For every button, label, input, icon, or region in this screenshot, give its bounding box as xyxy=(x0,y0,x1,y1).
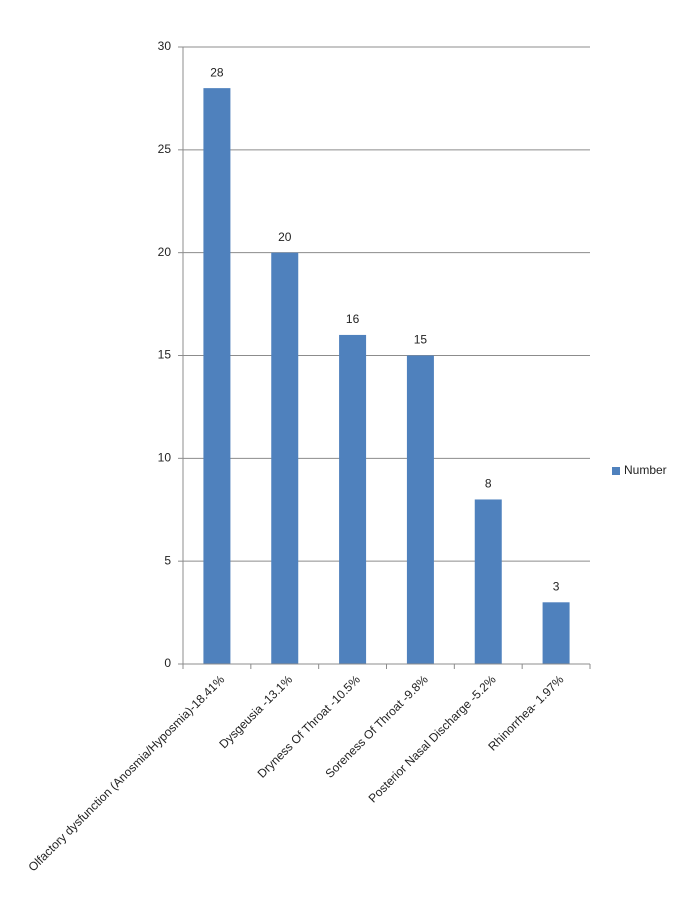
data-label: 15 xyxy=(414,333,428,347)
bar xyxy=(542,602,570,664)
y-tick-label: 25 xyxy=(158,142,172,156)
bar xyxy=(474,499,502,664)
x-tick-label: Dysgeusia -13.1% xyxy=(216,672,295,751)
y-tick-label: 30 xyxy=(158,39,172,53)
legend-label: Number xyxy=(624,463,667,477)
data-label: 16 xyxy=(346,312,360,326)
data-label: 3 xyxy=(553,579,560,593)
y-tick-label: 10 xyxy=(158,451,172,465)
x-tick-label: Posterior Nasal Discharge -5.2% xyxy=(366,672,499,805)
data-label: 8 xyxy=(485,477,492,491)
legend-swatch xyxy=(612,467,620,475)
bar xyxy=(406,355,434,664)
data-label: 28 xyxy=(210,65,224,79)
y-tick-label: 0 xyxy=(164,656,171,670)
x-tick-label: Olfactory dysfunction (Anosmia/Hyposmia)… xyxy=(25,672,227,874)
x-tick-label: Rhinorrhea- 1.97% xyxy=(485,672,566,753)
bar xyxy=(339,334,367,664)
y-tick-label: 5 xyxy=(164,553,171,567)
y-tick-label: 15 xyxy=(158,348,172,362)
bar xyxy=(203,88,231,665)
bar xyxy=(271,252,299,664)
data-label: 20 xyxy=(278,230,292,244)
y-tick-label: 20 xyxy=(158,245,172,259)
